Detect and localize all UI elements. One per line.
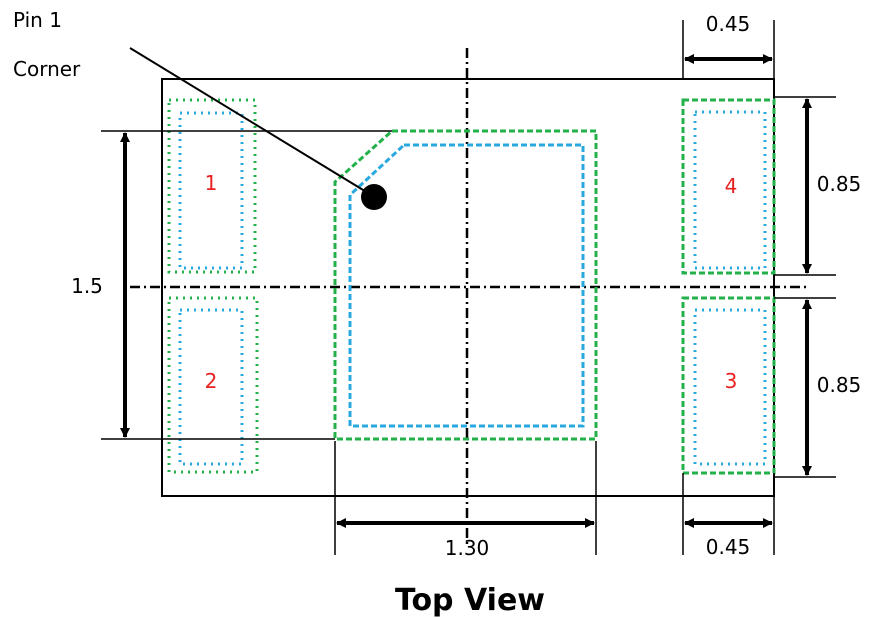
pad-1-blue	[178, 111, 244, 270]
center-pad-green	[333, 129, 598, 441]
pin-1-marker-dot	[361, 184, 387, 210]
pin-label-1: 1	[205, 171, 218, 195]
pad-4-green	[681, 98, 776, 275]
dim-label-overall-height: 1.5	[71, 274, 103, 298]
pad-3-green	[681, 296, 776, 475]
dim-label-bottom-width: 0.45	[706, 535, 751, 559]
dim-label-upper-height: 0.85	[817, 172, 862, 196]
callout-line-1: Pin 1	[13, 8, 62, 32]
dim-label-top-width: 0.45	[706, 12, 751, 36]
pad-2-green	[167, 296, 259, 474]
pin-label-2: 2	[205, 369, 218, 393]
pad-1-green	[167, 98, 257, 274]
pad-4-blue	[693, 110, 767, 270]
pin-label-4: 4	[725, 174, 738, 198]
dim-label-lower-height: 0.85	[817, 373, 862, 397]
pad-2-blue	[178, 308, 244, 466]
view-title: Top View	[395, 583, 545, 618]
pad-3-blue	[693, 308, 767, 466]
callout-line-2: Corner	[13, 57, 81, 81]
dim-label-center-width: 1.30	[445, 536, 490, 560]
pin-label-3: 3	[725, 369, 738, 393]
callout-leader	[129, 47, 374, 197]
